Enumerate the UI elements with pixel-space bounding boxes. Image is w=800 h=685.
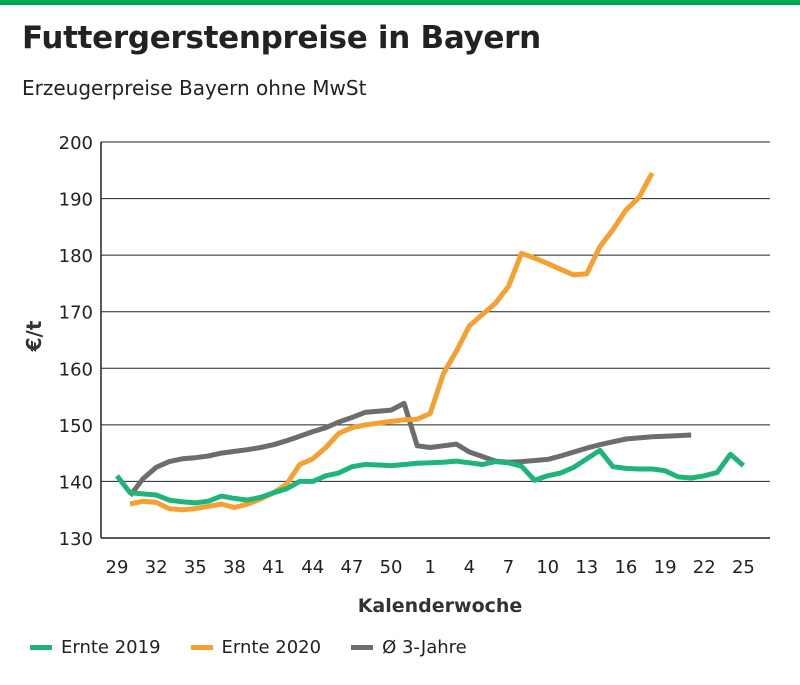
series-line-ernte-2019 (115, 447, 746, 506)
x-tick-label-22: 22 (693, 557, 716, 578)
brand-top-bar (0, 0, 800, 5)
x-tick-label-10: 10 (536, 557, 559, 578)
legend-label-avg: Ø 3-Jahre (382, 637, 467, 658)
y-tick-label-190: 190 (59, 190, 93, 211)
y-tick-labels: 130 140 150 160 170 180 190 200 (59, 133, 93, 550)
chart-subtitle: Erzeugerpreise Bayern ohne MwSt (22, 76, 367, 100)
legend-swatch-2019 (30, 645, 52, 650)
x-tick-labels: 29 32 35 38 41 44 47 50 1 4 7 10 13 16 19 22 25 (106, 557, 755, 578)
x-tick-label-19: 19 (654, 557, 677, 578)
x-tick-label-1: 1 (424, 557, 435, 578)
y-tick-label-150: 150 (59, 416, 93, 437)
y-tick-label-160: 160 (59, 359, 93, 380)
y-gridlines (100, 141, 770, 539)
x-tick-label-50: 50 (380, 557, 403, 578)
x-axis-label: Kalenderwoche (358, 595, 523, 617)
x-tick-label-44: 44 (301, 557, 324, 578)
chart-legend: Ernte 2019 Ernte 2020 Ø 3-Jahre (30, 637, 497, 658)
x-tick-label-38: 38 (223, 557, 246, 578)
x-tick-label-47: 47 (340, 557, 363, 578)
x-tick-label-35: 35 (184, 557, 207, 578)
x-tick-label-32: 32 (145, 557, 168, 578)
x-tick-label-16: 16 (614, 557, 637, 578)
chart-title: Futtergerstenpreise in Bayern (22, 20, 541, 56)
series-line--3-jahre (128, 400, 692, 498)
y-tick-label-180: 180 (59, 246, 93, 267)
y-tick-label-200: 200 (59, 133, 93, 154)
legend-item-avg-3-jahre: Ø 3-Jahre (351, 637, 467, 658)
x-tick-label-7: 7 (503, 557, 514, 578)
x-tick-label-29: 29 (106, 557, 129, 578)
x-tick-label-13: 13 (575, 557, 598, 578)
y-tick-label-170: 170 (59, 303, 93, 324)
legend-label-2020: Ernte 2020 (221, 637, 322, 658)
series-lines (115, 171, 746, 513)
legend-item-ernte-2019: Ernte 2019 (30, 637, 161, 658)
legend-label-2019: Ernte 2019 (61, 637, 161, 658)
series-line-ernte-2020 (129, 171, 655, 513)
legend-swatch-2020 (190, 645, 213, 650)
y-tick-label-140: 140 (59, 472, 93, 493)
x-tick-label-41: 41 (262, 557, 285, 578)
y-tick-label-130: 130 (59, 529, 93, 550)
x-tick-label-4: 4 (464, 557, 475, 578)
legend-item-ernte-2020: Ernte 2020 (190, 637, 322, 658)
y-axis-label: €/t (22, 320, 46, 352)
x-tick-label-25: 25 (732, 557, 755, 578)
legend-swatch-avg (351, 645, 374, 650)
